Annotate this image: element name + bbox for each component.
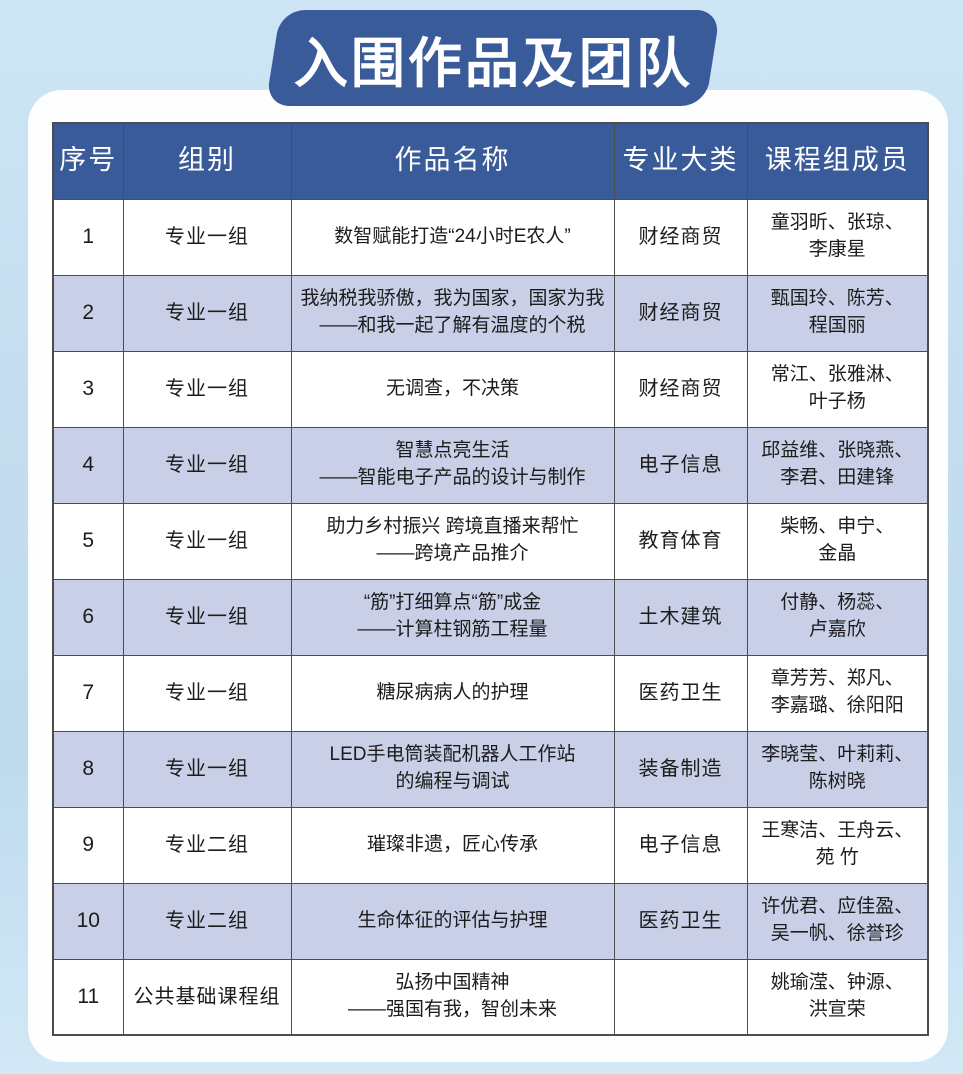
cell-title: 我纳税我骄傲，我为国家，国家为我 ——和我一起了解有温度的个税 — [290, 274, 615, 352]
cell-members: 李晓莹、叶莉莉、 陈树晓 — [746, 730, 929, 808]
cell-seq: 10 — [52, 882, 124, 960]
cell-category: 医药卫生 — [613, 654, 748, 732]
cell-group: 专业一组 — [122, 654, 292, 732]
cell-category — [613, 958, 748, 1036]
cell-title: 璀璨非遗，匠心传承 — [290, 806, 615, 884]
table-row: 6 专业一组 “筋”打细算点“筋”成金 ——计算柱钢筋工程量 土木建筑 付静、杨… — [52, 578, 929, 656]
cell-title: 弘扬中国精神 ——强国有我，智创未来 — [290, 958, 615, 1036]
cell-group: 公共基础课程组 — [122, 958, 292, 1036]
cell-seq: 5 — [52, 502, 124, 580]
works-table: 序号 组别 作品名称 专业大类 课程组成员 1 专业一组 数智赋能打造“24小时… — [52, 122, 929, 1036]
cell-category: 装备制造 — [613, 730, 748, 808]
cell-group: 专业一组 — [122, 578, 292, 656]
table-row: 11 公共基础课程组 弘扬中国精神 ——强国有我，智创未来 姚瑜滢、钟源、 洪宣… — [52, 958, 929, 1036]
header-title: 作品名称 — [290, 122, 615, 200]
table-row: 7 专业一组 糖尿病病人的护理 医药卫生 章芳芳、郑凡、 李嘉璐、徐阳阳 — [52, 654, 929, 732]
cell-category: 电子信息 — [613, 426, 748, 504]
cell-seq: 9 — [52, 806, 124, 884]
table-row: 10 专业二组 生命体征的评估与护理 医药卫生 许优君、应佳盈、 吴一帆、徐誉珍 — [52, 882, 929, 960]
cell-seq: 8 — [52, 730, 124, 808]
cell-title: “筋”打细算点“筋”成金 ——计算柱钢筋工程量 — [290, 578, 615, 656]
header-category: 专业大类 — [613, 122, 748, 200]
cell-group: 专业一组 — [122, 274, 292, 352]
cell-category: 电子信息 — [613, 806, 748, 884]
cell-members: 柴畅、申宁、 金晶 — [746, 502, 929, 580]
table-row: 3 专业一组 无调查，不决策 财经商贸 常江、张雅淋、 叶子杨 — [52, 350, 929, 428]
cell-title: 数智赋能打造“24小时E农人” — [290, 198, 615, 276]
table-row: 4 专业一组 智慧点亮生活 ——智能电子产品的设计与制作 电子信息 邱益维、张晓… — [52, 426, 929, 504]
cell-members: 邱益维、张晓燕、 李君、田建锋 — [746, 426, 929, 504]
cell-seq: 6 — [52, 578, 124, 656]
cell-members: 童羽昕、张琼、 李康星 — [746, 198, 929, 276]
title-badge: 入围作品及团队 — [265, 10, 721, 106]
cell-group: 专业二组 — [122, 882, 292, 960]
cell-seq: 1 — [52, 198, 124, 276]
cell-title: 无调查，不决策 — [290, 350, 615, 428]
cell-category: 财经商贸 — [613, 198, 748, 276]
table-row: 9 专业二组 璀璨非遗，匠心传承 电子信息 王寒洁、王舟云、 苑 竹 — [52, 806, 929, 884]
cell-seq: 11 — [52, 958, 124, 1036]
cell-seq: 2 — [52, 274, 124, 352]
cell-members: 付静、杨蕊、 卢嘉欣 — [746, 578, 929, 656]
cell-group: 专业一组 — [122, 426, 292, 504]
cell-title: 智慧点亮生活 ——智能电子产品的设计与制作 — [290, 426, 615, 504]
table-row: 1 专业一组 数智赋能打造“24小时E农人” 财经商贸 童羽昕、张琼、 李康星 — [52, 198, 929, 276]
cell-category: 财经商贸 — [613, 350, 748, 428]
cell-members: 许优君、应佳盈、 吴一帆、徐誉珍 — [746, 882, 929, 960]
cell-category: 教育体育 — [613, 502, 748, 580]
cell-members: 常江、张雅淋、 叶子杨 — [746, 350, 929, 428]
page-title: 入围作品及团队 — [293, 33, 693, 94]
cell-members: 王寒洁、王舟云、 苑 竹 — [746, 806, 929, 884]
cell-title: 糖尿病病人的护理 — [290, 654, 615, 732]
table-header-row: 序号 组别 作品名称 专业大类 课程组成员 — [52, 122, 929, 200]
cell-title: 生命体征的评估与护理 — [290, 882, 615, 960]
cell-seq: 3 — [52, 350, 124, 428]
header-group: 组别 — [122, 122, 292, 200]
table-row: 8 专业一组 LED手电筒装配机器人工作站 的编程与调试 装备制造 李晓莹、叶莉… — [52, 730, 929, 808]
cell-category: 土木建筑 — [613, 578, 748, 656]
cell-group: 专业一组 — [122, 350, 292, 428]
table-row: 5 专业一组 助力乡村振兴 跨境直播来帮忙 ——跨境产品推介 教育体育 柴畅、申… — [52, 502, 929, 580]
cell-title: 助力乡村振兴 跨境直播来帮忙 ——跨境产品推介 — [290, 502, 615, 580]
cell-group: 专业一组 — [122, 730, 292, 808]
cell-category: 医药卫生 — [613, 882, 748, 960]
table-row: 2 专业一组 我纳税我骄傲，我为国家，国家为我 ——和我一起了解有温度的个税 财… — [52, 274, 929, 352]
cell-seq: 4 — [52, 426, 124, 504]
cell-members: 甄国玲、陈芳、 程国丽 — [746, 274, 929, 352]
header-members: 课程组成员 — [746, 122, 929, 200]
cell-members: 姚瑜滢、钟源、 洪宣荣 — [746, 958, 929, 1036]
cell-group: 专业二组 — [122, 806, 292, 884]
header-seq: 序号 — [52, 122, 124, 200]
cell-group: 专业一组 — [122, 502, 292, 580]
cell-group: 专业一组 — [122, 198, 292, 276]
cell-seq: 7 — [52, 654, 124, 732]
cell-category: 财经商贸 — [613, 274, 748, 352]
cell-members: 章芳芳、郑凡、 李嘉璐、徐阳阳 — [746, 654, 929, 732]
cell-title: LED手电筒装配机器人工作站 的编程与调试 — [290, 730, 615, 808]
